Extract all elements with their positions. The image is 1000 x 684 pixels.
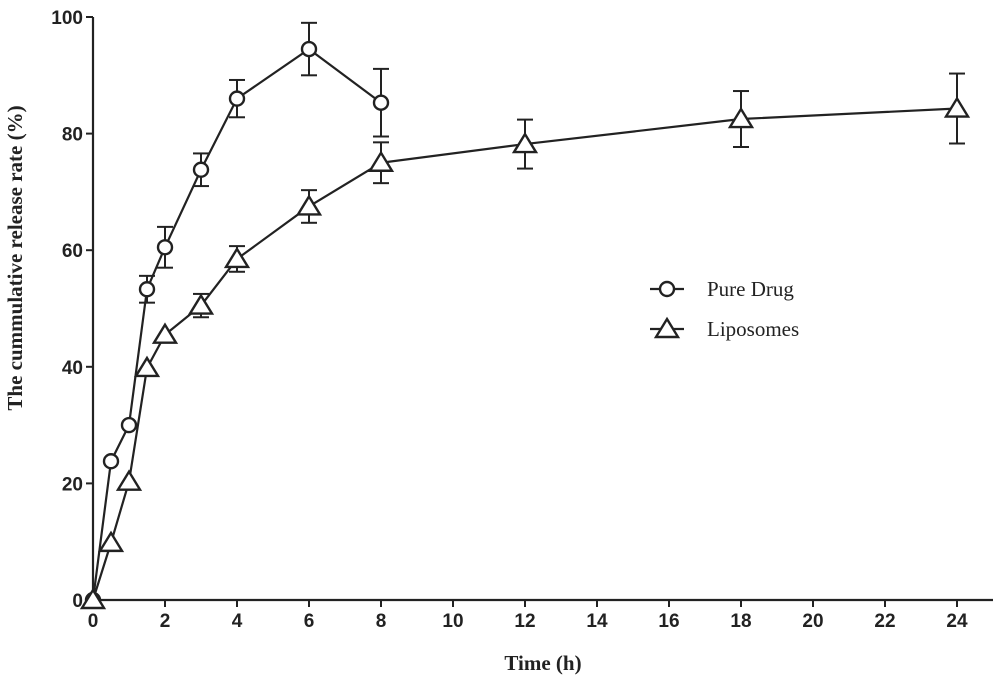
x-tick-label: 18 [730,611,751,632]
legend-circle-icon [658,280,676,298]
x-tick-label: 2 [160,611,171,632]
data-point-liposomes [133,355,161,378]
data-point-pure-drug [300,40,318,58]
legend-label-liposomes: Liposomes [707,317,799,341]
y-tick-label: 0 [72,591,83,612]
series-line-liposomes [91,107,958,601]
x-axis-ticks: 0 2 4 6 8 10 12 14 16 18 20 22 24 [88,600,968,632]
data-point-pure-drug [138,281,156,298]
y-tick-label: 80 [62,125,83,146]
data-point-liposomes [151,322,179,344]
y-axis-title: The cummulative release rate (%) [3,105,27,410]
data-point-liposomes [187,293,215,315]
series-line-pure-drug [91,47,382,601]
y-tick-label: 40 [62,358,83,379]
x-tick-label: 4 [232,611,243,632]
y-tick-label: 60 [62,241,83,262]
data-point-liposomes [367,150,395,172]
series-pure-drug [84,21,390,609]
data-point-liposomes [223,246,251,269]
y-tick-label: 100 [51,8,83,29]
legend: Pure Drug Liposomes [650,277,799,341]
data-point-pure-drug [102,453,120,470]
x-tick-label: 14 [586,611,608,632]
data-point-liposomes [727,106,755,129]
x-tick-label: 22 [874,611,895,632]
data-point-liposomes [115,469,143,491]
data-point-pure-drug [120,416,138,434]
series-liposomes [79,72,971,610]
data-point-pure-drug [192,161,210,178]
x-tick-label: 10 [442,611,463,632]
data-point-pure-drug [372,94,390,111]
legend-triangle-icon [653,316,681,339]
x-tick-label: 8 [376,611,387,632]
y-axis-ticks: 0 20 40 60 80 100 [51,8,93,612]
x-tick-label: 24 [946,611,968,632]
x-tick-label: 16 [658,611,679,632]
data-point-liposomes [511,131,539,154]
legend-label-pure-drug: Pure Drug [707,277,794,301]
legend-item-pure-drug: Pure Drug [650,277,794,301]
y-tick-label: 20 [62,474,83,495]
x-tick-label: 12 [514,611,535,632]
x-tick-label: 20 [802,611,823,632]
data-point-liposomes [97,530,125,553]
data-point-pure-drug [156,239,174,256]
legend-item-liposomes: Liposomes [650,316,799,341]
x-tick-label: 0 [88,611,99,632]
x-tick-label: 6 [304,611,315,632]
data-point-pure-drug [228,90,246,107]
x-axis-title: Time (h) [504,651,581,675]
data-point-liposomes [295,194,323,216]
series-layer [79,21,971,610]
data-point-liposomes [943,96,971,118]
data-point-liposomes [79,587,107,610]
